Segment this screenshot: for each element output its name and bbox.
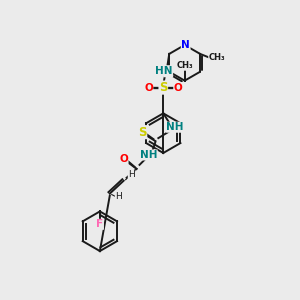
Text: N: N: [181, 40, 190, 50]
Text: F: F: [96, 219, 103, 229]
Text: N: N: [164, 67, 172, 77]
Text: CH₃: CH₃: [209, 53, 225, 62]
Text: S: S: [138, 126, 147, 139]
Text: O: O: [144, 82, 153, 93]
Text: CH₃: CH₃: [176, 61, 193, 70]
Text: O: O: [119, 154, 128, 164]
Text: NH: NH: [167, 122, 184, 132]
Text: S: S: [159, 81, 167, 94]
Text: H: H: [115, 192, 122, 201]
Text: H: H: [128, 170, 135, 179]
Text: HN: HN: [154, 66, 172, 76]
Text: NH: NH: [140, 150, 157, 160]
Text: O: O: [174, 82, 182, 93]
